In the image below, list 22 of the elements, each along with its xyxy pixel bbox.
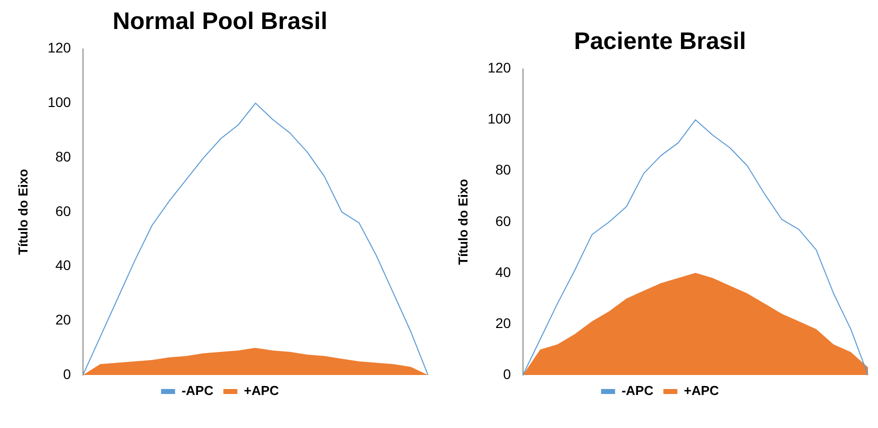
chart-title: Normal Pool Brasil: [112, 8, 328, 36]
y-axis-title: Título do Eixo: [15, 168, 30, 255]
y-tick-label: 100: [488, 110, 512, 127]
y-tick-label: 20: [55, 311, 72, 328]
y-tick-label: 100: [48, 94, 72, 110]
legend-label: +APC: [244, 383, 280, 398]
y-tick-label: 120: [48, 40, 72, 56]
legend-label: -APC: [182, 383, 214, 398]
y-tick-label: 120: [488, 60, 512, 76]
y-tick-label: 40: [495, 264, 512, 280]
chart-title: Paciente Brasil: [574, 28, 746, 56]
y-tick-label: 20: [495, 314, 512, 331]
y-tick-label: 40: [55, 257, 72, 274]
y-tick-label: 60: [495, 212, 512, 229]
y-tick-label: 80: [495, 162, 512, 178]
legend-label: +APC: [684, 383, 720, 398]
y-axis-title: Título do Eixo: [455, 178, 470, 265]
y-tick-label: 0: [63, 366, 72, 382]
y-tick-label: 60: [55, 202, 72, 219]
legend-label: -APC: [622, 383, 654, 398]
y-tick-label: 0: [503, 366, 512, 382]
y-tick-label: 80: [55, 148, 72, 164]
